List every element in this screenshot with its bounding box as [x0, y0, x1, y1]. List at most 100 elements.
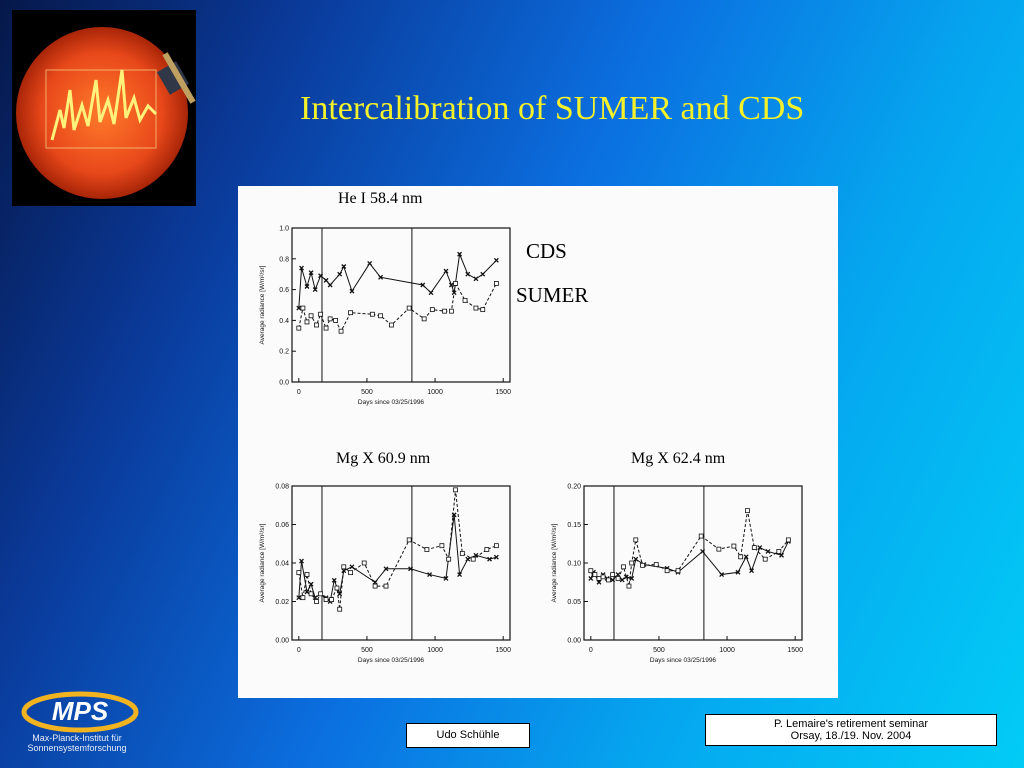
data-point-sumer [626, 583, 632, 589]
data-point-cds [318, 273, 324, 279]
data-point-cds [337, 271, 343, 277]
data-point-cds [378, 274, 384, 280]
data-point-cds [465, 556, 471, 562]
data-point-cds [596, 579, 602, 585]
data-point-sumer [751, 545, 757, 550]
footer-author: Udo Schühle [406, 723, 530, 748]
data-point-sumer [453, 281, 458, 286]
data-point-sumer [296, 570, 302, 576]
data-point-sumer [337, 606, 343, 612]
data-point-sumer [629, 560, 635, 566]
data-point-cds [757, 545, 763, 551]
chart-mg-x-624: 0 500 1000 1500 0.00 0.05 0.10 0.15 0.20 Days sin… [551, 484, 803, 665]
data-point-cds [312, 287, 318, 293]
data-point-sumer [361, 560, 367, 566]
data-point-cds [610, 577, 616, 583]
data-point-cds [428, 290, 434, 296]
y-tick-label: 0.8 [279, 256, 289, 263]
data-point-cds [473, 276, 479, 282]
logo-subtitle-line2: Sonnensystemforschung [27, 743, 127, 753]
chart-title-mg609: Mg X 60.9 nm [336, 450, 431, 467]
logo-subtitle: Max-Planck-Institut für Sonnensystemfors… [12, 733, 142, 753]
y-axis-label: Average radiance [W/m²/sr] [259, 523, 266, 602]
data-point-sumer [333, 318, 338, 323]
data-point-sumer [348, 570, 353, 576]
chart-mg-x-609: 0 500 1000 1500 0.00 0.02 0.04 0.06 0.08 Days sin… [259, 484, 511, 665]
data-point-sumer [484, 547, 490, 552]
x-tick-label: 1500 [495, 389, 511, 396]
y-tick-label: 0.04 [275, 561, 289, 568]
data-point-sumer [615, 576, 621, 581]
data-point-sumer [329, 597, 334, 602]
x-tick-label: 500 [361, 389, 373, 396]
data-point-cds [443, 575, 449, 581]
data-point-sumer [323, 325, 329, 331]
data-point-sumer [738, 554, 744, 560]
data-point-sumer [664, 568, 670, 574]
data-point-cds [367, 260, 373, 266]
sun-graphic [16, 27, 196, 199]
data-point-sumer [442, 308, 448, 314]
x-tick-label: 0 [297, 647, 301, 654]
legend-cds: CDS [526, 239, 567, 263]
data-point-sumer [304, 572, 310, 577]
x-axis-label: Days since 03/25/1996 [358, 399, 425, 406]
data-point-cds [765, 548, 771, 554]
data-point-sumer [369, 311, 375, 317]
data-point-sumer [338, 328, 344, 334]
data-point-sumer [300, 305, 306, 311]
data-point-sumer [429, 307, 435, 313]
data-point-sumer [314, 599, 319, 604]
data-point-cds [633, 556, 639, 562]
x-tick-label: 500 [653, 647, 665, 654]
data-point-cds [304, 589, 310, 595]
data-point-sumer [334, 585, 340, 591]
x-axis-label: Days since 03/25/1996 [650, 657, 717, 664]
data-point-cds [619, 577, 625, 583]
x-tick-label: 1500 [495, 647, 511, 654]
y-tick-label: 1.0 [279, 226, 289, 233]
x-tick-label: 0 [297, 389, 301, 396]
data-point-sumer [406, 305, 412, 311]
data-point-sumer [449, 308, 454, 314]
data-point-sumer [785, 537, 791, 543]
y-tick-label: 0.00 [275, 638, 289, 645]
data-point-sumer [716, 546, 722, 552]
mps-logo-text: MPS [52, 696, 109, 726]
data-point-cds [743, 554, 749, 560]
data-point-sumer [406, 537, 412, 543]
data-point-sumer [592, 572, 598, 577]
data-point-sumer [341, 564, 347, 570]
chart-title-he: He I 58.4 nm [338, 190, 423, 207]
data-point-cds [420, 282, 426, 288]
footer-event-line1: P. Lemaire's retirement seminar [773, 718, 929, 730]
data-point-cds [719, 572, 725, 578]
y-tick-label: 0.05 [567, 599, 581, 606]
plot-frame [583, 485, 803, 641]
data-point-sumer [621, 564, 626, 570]
data-point-cds [735, 569, 741, 575]
data-point-sumer [304, 319, 310, 325]
chart-he-i: 0 500 1000 1500 0.0 0.2 0.4 0.6 0.8 1.0 Days since… [259, 226, 511, 407]
y-tick-label: 0.02 [275, 599, 289, 606]
data-point-sumer [296, 325, 302, 331]
data-point-cds [443, 268, 449, 274]
y-tick-label: 0.10 [567, 561, 581, 568]
data-point-cds [448, 282, 454, 288]
data-point-cds [493, 554, 499, 560]
data-point-cds [349, 288, 355, 294]
logo-subtitle-line1: Max-Planck-Institut für [32, 733, 122, 743]
data-point-cds [383, 566, 389, 572]
data-point-sumer [480, 307, 486, 313]
data-point-cds [615, 572, 621, 578]
data-point-sumer [588, 568, 594, 574]
data-point-cds [296, 305, 302, 311]
data-point-cds [341, 264, 347, 269]
y-axis-label: Average radiance [W/m²/sr] [259, 265, 266, 344]
data-point-cds [331, 577, 337, 583]
y-tick-label: 0.6 [279, 287, 289, 294]
data-point-cds [296, 595, 302, 601]
data-point-sumer [323, 597, 329, 602]
data-point-sumer [300, 595, 306, 601]
data-point-cds [779, 552, 785, 558]
